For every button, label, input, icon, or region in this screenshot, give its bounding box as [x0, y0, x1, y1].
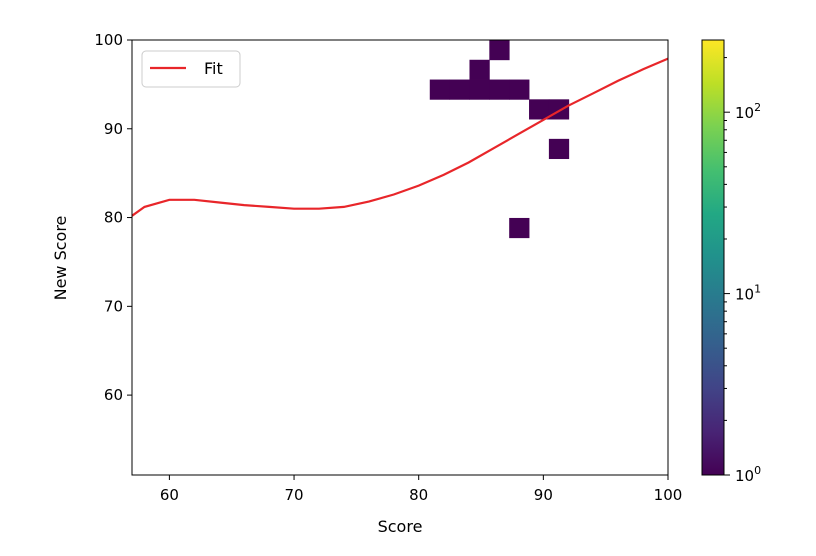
- legend-box: [141, 50, 241, 88]
- y-axis: 60 70 80 90 100: [94, 31, 132, 404]
- x-tick-label: 90: [534, 486, 553, 504]
- y-tick-label: 80: [104, 209, 123, 227]
- x-axis-label: Score: [378, 517, 423, 536]
- fit-line: [131, 57, 669, 217]
- colorbar-gradient: [701, 39, 725, 476]
- heatmap-cell: [548, 138, 570, 160]
- heatmap-cell: [429, 79, 451, 100]
- plot-frame: [131, 39, 669, 476]
- y-axis-label: New Score: [51, 216, 70, 301]
- x-tick-label: 80: [409, 486, 428, 504]
- colorbar-tick-label: 101: [735, 283, 761, 304]
- x-tick-label: 60: [160, 486, 179, 504]
- heatmap-cell: [509, 217, 530, 239]
- colorbar-tick-label: 100: [735, 464, 761, 485]
- colorbar: 100 101 102: [701, 39, 761, 485]
- heatmap-cell: [469, 79, 490, 100]
- heatmap-cell: [469, 59, 490, 80]
- legend: Fit: [141, 50, 241, 88]
- x-tick-label: 70: [284, 486, 303, 504]
- heatmap-cells: [429, 40, 570, 239]
- heatmap-cell: [529, 99, 550, 120]
- heatmap-cell: [548, 99, 570, 120]
- heatmap-cell: [489, 40, 510, 61]
- x-axis: 60 70 80 90 100: [160, 475, 682, 504]
- heatmap-cell: [449, 79, 470, 100]
- colorbar-ticks: 100 101 102: [724, 57, 761, 485]
- y-tick-label: 100: [94, 31, 123, 49]
- heatmap-cell: [489, 79, 510, 100]
- legend-label-fit: Fit: [204, 59, 223, 78]
- x-tick-label: 100: [654, 486, 683, 504]
- colorbar-tick-label: 102: [735, 101, 761, 122]
- y-tick-label: 60: [104, 386, 123, 404]
- heatmap-cell: [509, 79, 530, 100]
- y-tick-label: 70: [104, 297, 123, 315]
- y-tick-label: 90: [104, 120, 123, 138]
